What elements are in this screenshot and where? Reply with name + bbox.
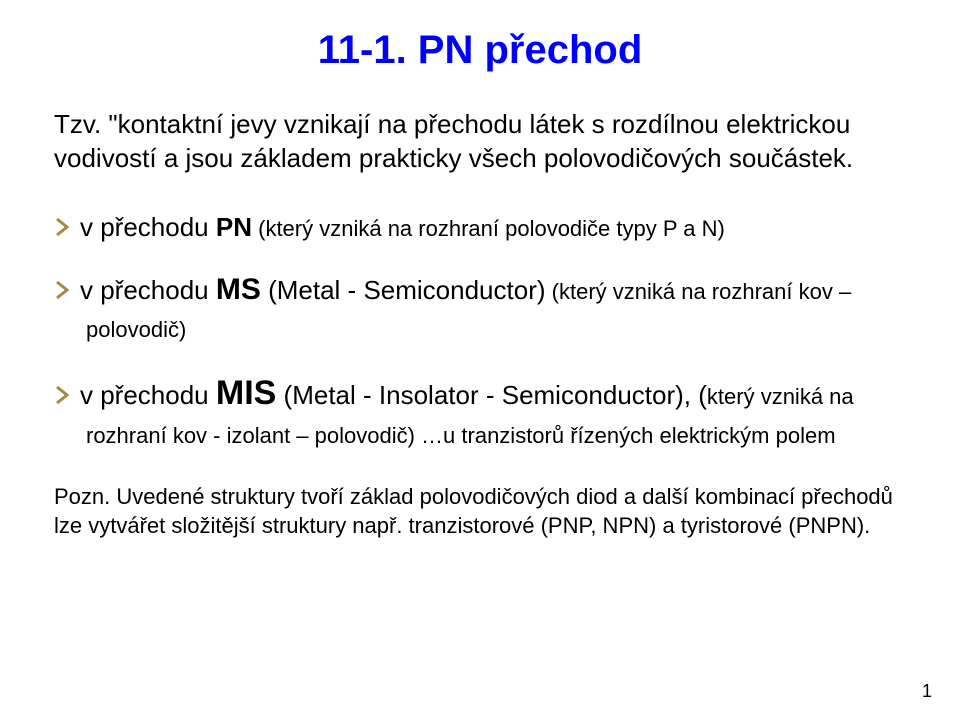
bullet-pre: v přechodu — [80, 380, 216, 410]
bullet-item: v přechodu MIS (Metal - Insolator - Semi… — [54, 371, 906, 451]
chevron-icon — [54, 273, 80, 308]
bullet-tail: (který vzniká na rozhraní polovodiče typ… — [252, 216, 725, 241]
bullet-post: (Metal - Insolator - Semiconductor), ( — [276, 380, 707, 410]
bullet-item: v přechodu MS (Metal - Semiconductor) (k… — [54, 270, 906, 345]
bullet-post: (Metal - Semiconductor) — [261, 275, 546, 305]
intro-paragraph: Tzv. "kontaktní jevy vznikají na přechod… — [54, 107, 906, 176]
bullet-item: v přechodu PN (který vzniká na rozhraní … — [54, 210, 906, 245]
bullet-list: v přechodu PN (který vzniká na rozhraní … — [54, 210, 906, 452]
bullet-label: PN — [216, 212, 252, 242]
chevron-icon — [54, 210, 80, 245]
footnote: Pozn. Uvedené struktury tvoří základ pol… — [54, 482, 906, 541]
bullet-label: MS — [216, 273, 261, 306]
bullet-pre: v přechodu — [80, 275, 216, 305]
bullet-pre: v přechodu — [80, 212, 216, 242]
slide-title: 11-1. PN přechod — [54, 28, 906, 73]
bullet-label: MIS — [216, 374, 276, 412]
chevron-icon — [54, 378, 80, 413]
page-number: 1 — [922, 681, 932, 702]
